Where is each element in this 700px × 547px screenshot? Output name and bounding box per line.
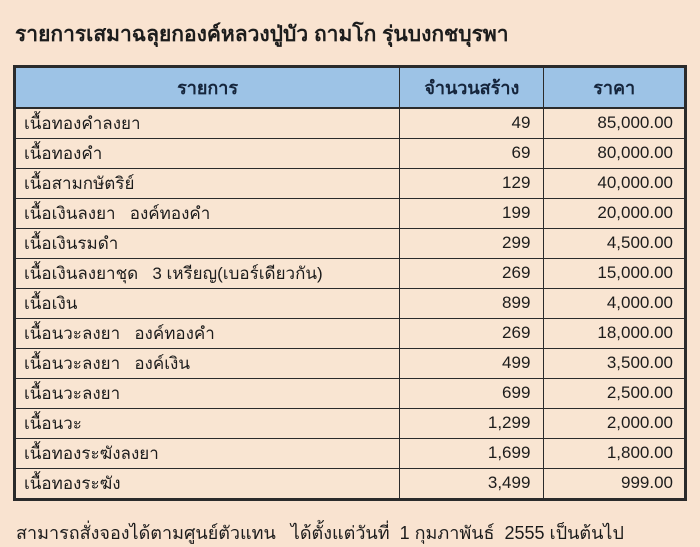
quantity-cell: 269 <box>399 257 545 289</box>
item-cell: เนื้อนวะลงยา <box>13 377 401 409</box>
quantity-cell: 1,699 <box>399 437 545 469</box>
price-cell: 15,000.00 <box>543 257 686 289</box>
table-row: เนื้อนวะลงยา องค์ทองคำ 269 18,000.00 <box>13 317 686 349</box>
page-title: รายการเสมาฉลุยกองค์หลวงปู่บัว ถามโก รุ่น… <box>15 23 509 46</box>
price-cell: 3,500.00 <box>543 347 686 379</box>
item-cell: เนื้อนวะลงยา องค์เงิน <box>13 347 401 379</box>
price-cell: 40,000.00 <box>543 167 686 199</box>
item-cell: เนื้อทองคำ <box>13 137 401 169</box>
table-row: เนื้อเงินลงยาชุด 3 เหรียญ(เบอร์เดียวกัน)… <box>13 257 686 289</box>
price-cell: 18,000.00 <box>543 317 686 349</box>
quantity-cell: 129 <box>399 167 545 199</box>
table-body: เนื้อทองคำลงยา 49 85,000.00 เนื้อทองคำ 69 80,… <box>13 107 686 500</box>
item-cell: เนื้อทองระฆังลงยา <box>13 437 401 469</box>
quantity-cell: 699 <box>399 377 545 409</box>
item-cell: เนื้อสามกษัตริย์ <box>13 167 401 199</box>
table-row: เนื้อเงินลงยา องค์ทองคำ 199 20,000.00 <box>13 197 686 229</box>
quantity-cell: 199 <box>399 197 545 229</box>
table-row: เนื้อทองคำ 69 80,000.00 <box>13 137 686 169</box>
item-cell: เนื้อนวะ <box>13 407 401 439</box>
item-cell: เนื้อเงิน <box>13 287 401 319</box>
column-header-quantity: จำนวนสร้าง <box>399 66 545 109</box>
table-row: เนื้อนวะลงยา องค์เงิน 499 3,500.00 <box>13 347 686 379</box>
price-cell: 1,800.00 <box>543 437 686 469</box>
price-cell: 2,000.00 <box>543 407 686 439</box>
quantity-cell: 69 <box>399 137 545 169</box>
table-row: เนื้อเงินรมดำ 299 4,500.00 <box>13 227 686 259</box>
quantity-cell: 499 <box>399 347 545 379</box>
item-cell: เนื้อเงินลงยาชุด 3 เหรียญ(เบอร์เดียวกัน) <box>13 257 401 289</box>
table-row: เนื้อสามกษัตริย์ 129 40,000.00 <box>13 167 686 199</box>
price-cell: 80,000.00 <box>543 137 686 169</box>
price-cell: 999.00 <box>543 467 686 500</box>
footer-note: สามารถสั่งจองได้ตามศูนย์ตัวแทน ได้ตั้งแต… <box>16 522 624 543</box>
column-header-price: ราคา <box>543 66 686 109</box>
table-row: เนื้อทองคำลงยา 49 85,000.00 <box>13 107 686 139</box>
item-cell: เนื้อนวะลงยา องค์ทองคำ <box>13 317 401 349</box>
item-cell: เนื้อเงินลงยา องค์ทองคำ <box>13 197 401 229</box>
item-cell: เนื้อทองระฆัง <box>13 467 401 500</box>
price-table: รายการ จำนวนสร้าง ราคา เนื้อทองคำลงยา 49 8… <box>13 65 687 501</box>
column-header-item: รายการ <box>13 66 401 109</box>
page: รายการเสมาฉลุยกองค์หลวงปู่บัว ถามโก รุ่น… <box>13 23 687 543</box>
table-header-row: รายการ จำนวนสร้าง ราคา <box>13 66 686 109</box>
quantity-cell: 3,499 <box>399 467 545 500</box>
item-cell: เนื้อทองคำลงยา <box>13 107 401 139</box>
table-row: เนื้อนวะ 1,299 2,000.00 <box>13 407 686 439</box>
quantity-cell: 49 <box>399 107 545 139</box>
table-row: เนื้อนวะลงยา 699 2,500.00 <box>13 377 686 409</box>
price-cell: 4,000.00 <box>543 287 686 319</box>
table-row: เนื้อทองระฆัง 3,499 999.00 <box>13 467 686 500</box>
item-cell: เนื้อเงินรมดำ <box>13 227 401 259</box>
price-cell: 20,000.00 <box>543 197 686 229</box>
price-cell: 85,000.00 <box>543 107 686 139</box>
quantity-cell: 899 <box>399 287 545 319</box>
quantity-cell: 1,299 <box>399 407 545 439</box>
quantity-cell: 299 <box>399 227 545 259</box>
table-row: เนื้อทองระฆังลงยา 1,699 1,800.00 <box>13 437 686 469</box>
table-row: เนื้อเงิน 899 4,000.00 <box>13 287 686 319</box>
quantity-cell: 269 <box>399 317 545 349</box>
price-cell: 2,500.00 <box>543 377 686 409</box>
price-cell: 4,500.00 <box>543 227 686 259</box>
